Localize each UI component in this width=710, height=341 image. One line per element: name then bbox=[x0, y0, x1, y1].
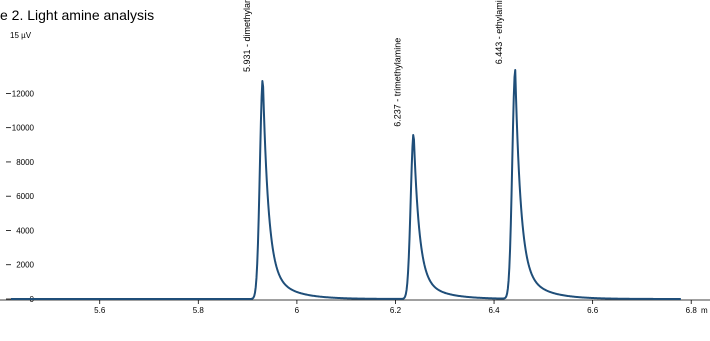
y-tick-label: 10000 bbox=[12, 124, 35, 133]
x-tick-label: 6.8 bbox=[686, 306, 698, 315]
chart-title: e 2. Light amine analysis bbox=[0, 7, 154, 23]
y-tick-label: 12000 bbox=[12, 89, 35, 98]
y-axis-unit: 15 µV bbox=[10, 31, 32, 40]
x-tick-label: 6 bbox=[295, 306, 300, 315]
y-tick-label: 8000 bbox=[16, 158, 34, 167]
x-tick-label: 5.6 bbox=[94, 306, 106, 315]
y-tick-label: 2000 bbox=[16, 261, 34, 270]
y-tick-label: 4000 bbox=[16, 226, 34, 235]
x-tick-label: 6.4 bbox=[488, 306, 500, 315]
x-axis-ticks: 5.6 5.8 6 6.2 6.4 6.6 6.8 bbox=[94, 300, 697, 315]
peak-label: 6.443 - ethylamine bbox=[494, 0, 504, 64]
chromatogram-trace bbox=[10, 69, 682, 300]
x-tick-label: 6.6 bbox=[587, 306, 599, 315]
peak-label: 5.931 - dimethylamine bbox=[242, 0, 252, 72]
x-axis-unit: m bbox=[701, 306, 708, 315]
x-tick-label: 6.2 bbox=[390, 306, 402, 315]
peak-labels: 5.931 - dimethylamine 6.237 - trimethylam… bbox=[242, 0, 504, 127]
peak-label: 6.237 - trimethylamine bbox=[393, 38, 403, 127]
y-tick-label: 6000 bbox=[16, 192, 34, 201]
x-tick-label: 5.8 bbox=[193, 306, 205, 315]
